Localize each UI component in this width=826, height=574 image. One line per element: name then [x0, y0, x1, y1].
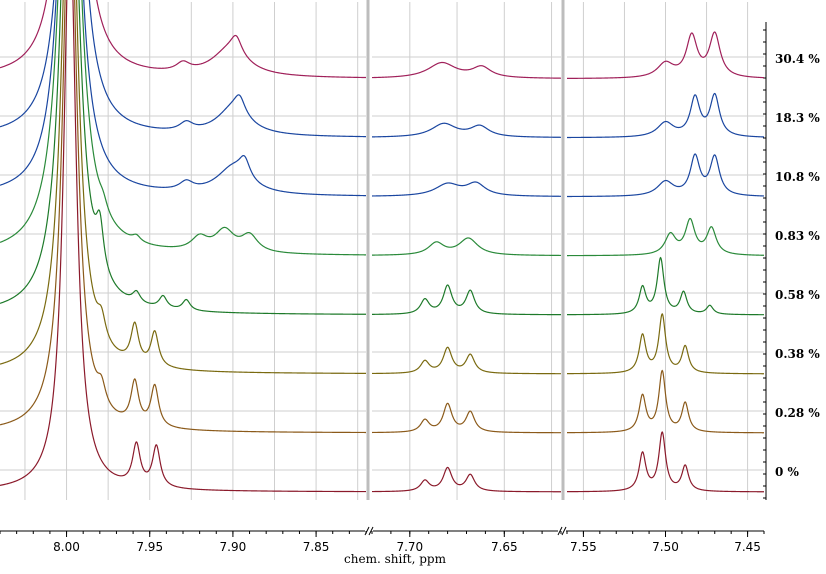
spectrum-trace [0, 0, 367, 197]
series-label: 0.58 % [775, 288, 820, 302]
spectrum-trace [0, 0, 366, 493]
spectrum-trace [371, 466, 562, 493]
x-tick-label: 7.45 [734, 540, 761, 554]
grid-layer [0, 0, 767, 500]
series-label: 10.8 % [775, 170, 820, 184]
spectrum-trace [0, 0, 367, 138]
spectrum-trace [567, 313, 765, 375]
x-tick-label: 8.00 [53, 540, 80, 554]
spectrum-trace [567, 431, 764, 493]
x-axis: 8.00 7.95 7.90 7.85 7.70 7.65 7.55 7.50 7.45 [0, 526, 765, 554]
spectrum-trace [0, 0, 367, 79]
series-label: 0.38 % [775, 347, 820, 361]
spectrum-trace [567, 369, 765, 434]
spectrum-trace [0, 0, 366, 315]
series-label: 0 % [775, 465, 800, 479]
spectrum-trace [371, 61, 561, 79]
spectrum-trace [372, 181, 561, 197]
x-tick-label: 7.70 [396, 540, 423, 554]
spectrum-trace [372, 346, 561, 375]
x-tick-label: 7.55 [570, 540, 597, 554]
x-axis-title: chem. shift, ppm [344, 552, 447, 566]
spectrum-trace [567, 92, 765, 139]
series-label: 30.4 % [775, 52, 820, 66]
spectrum-trace [0, 0, 367, 256]
spectrum-trace [567, 256, 764, 316]
series-layer [0, 0, 765, 493]
x-tick-label: 7.65 [491, 540, 518, 554]
axis-break-mark [561, 526, 567, 536]
series-label: 0.83 % [775, 229, 820, 243]
spectrum-trace [567, 153, 765, 198]
x-tick-label: 7.50 [652, 540, 679, 554]
x-tick-label: 7.95 [136, 540, 163, 554]
spectrum-trace [567, 217, 764, 257]
spectrum-trace [0, 0, 366, 434]
spectrum-trace [371, 122, 562, 138]
x-tick-label: 7.90 [220, 540, 247, 554]
spectrum-trace [371, 237, 562, 257]
series-labels: 0 % 0.28 % 0.38 % 0.58 % 0.83 % 10.8 % 18.3 % 3… [775, 52, 820, 479]
spectrum-trace [372, 284, 561, 316]
spectrum-trace [567, 31, 765, 79]
axis-break-mark [557, 526, 563, 536]
spectrum-trace [0, 0, 366, 374]
series-label: 18.3 % [775, 111, 820, 125]
axis-break-mark [368, 526, 374, 536]
spectrum-trace [372, 402, 561, 434]
series-label: 0.28 % [775, 406, 820, 420]
x-tick-label: 7.85 [303, 540, 330, 554]
